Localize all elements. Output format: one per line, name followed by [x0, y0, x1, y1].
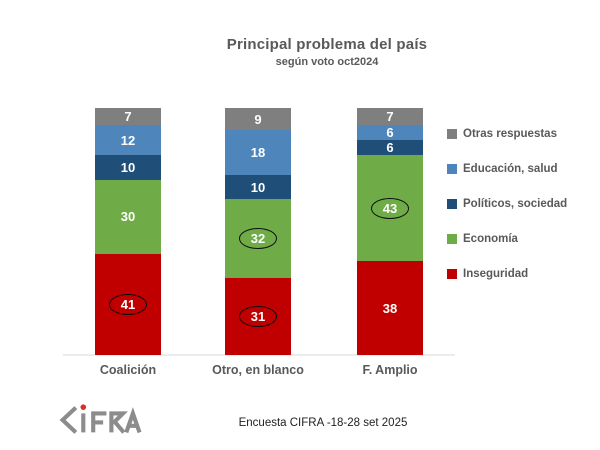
segment-otras-respuestas: 7: [357, 108, 423, 126]
legend-label: Economía: [463, 233, 518, 245]
category-label-otro-en-blanco: Otro, en blanco: [212, 363, 304, 377]
legend: Otras respuestas Educación, salud Político…: [447, 128, 567, 303]
value-label-circled: 31: [238, 306, 278, 328]
category-label-coalicion: Coalición: [99, 363, 157, 377]
value-label: 6: [386, 125, 394, 141]
legend-label: Otras respuestas: [463, 128, 557, 140]
legend-item-otras-respuestas: Otras respuestas: [447, 128, 567, 140]
segment-educacion-salud: 6: [357, 125, 423, 141]
value-label: 10: [250, 179, 266, 195]
cifra-logo: [56, 401, 142, 439]
value-label: 30: [120, 209, 136, 225]
legend-swatch: [447, 129, 457, 139]
logo-letter-a: [124, 407, 142, 434]
segment-otras-respuestas: 9: [225, 108, 291, 131]
stacked-bar-f-amplio: 7 6 6 43 38: [357, 108, 423, 355]
chart-title: Principal problema del país: [226, 36, 428, 53]
legend-item-inseguridad: Inseguridad: [447, 268, 567, 280]
value-label: 38: [382, 300, 398, 316]
value-label: 7: [124, 109, 132, 125]
legend-label: Inseguridad: [463, 268, 529, 280]
cifra-logo-graphic: [59, 404, 142, 434]
segment-economia: 43: [357, 154, 423, 262]
chart-header: Principal problema del país según voto o…: [54, 36, 600, 68]
legend-item-politicos-sociedad: Políticos, sociedad: [447, 198, 567, 210]
legend-label: Educación, salud: [463, 163, 558, 175]
legend-swatch: [447, 269, 457, 279]
segment-otras-respuestas: 7: [95, 108, 161, 126]
segment-educacion-salud: 12: [95, 125, 161, 155]
legend-item-educacion-salud: Educación, salud: [447, 163, 567, 175]
legend-swatch: [447, 199, 457, 209]
segment-politicos-sociedad: 10: [225, 174, 291, 200]
value-label: 12: [120, 132, 136, 148]
value-label: 18: [250, 144, 266, 160]
segment-inseguridad: 41: [95, 253, 161, 355]
value-label-circled: 43: [370, 197, 410, 219]
logo-letter-r: [109, 411, 128, 434]
segment-educacion-salud: 18: [225, 130, 291, 175]
source-caption: Encuesta CIFRA -18-28 set 2025: [238, 417, 408, 429]
segment-politicos-sociedad: 10: [95, 154, 161, 180]
x-axis-line: [63, 354, 455, 356]
segment-inseguridad: 38: [357, 261, 423, 355]
category-label-f-amplio: F. Amplio: [362, 363, 418, 377]
legend-swatch: [447, 234, 457, 244]
chart-subtitle: según voto oct2024: [275, 56, 379, 68]
legend-swatch: [447, 164, 457, 174]
logo-letter-f: [91, 411, 107, 433]
segment-politicos-sociedad: 6: [357, 140, 423, 155]
stacked-bar-coalicion: 7 12 10 30 41: [95, 108, 161, 355]
segment-inseguridad: 31: [225, 278, 291, 355]
value-label: 10: [120, 159, 136, 175]
legend-item-economia: Economía: [447, 233, 567, 245]
legend-label: Políticos, sociedad: [463, 198, 568, 210]
logo-letter-c: [59, 406, 78, 434]
segment-economia: 32: [225, 199, 291, 279]
logo-red-dot: [80, 404, 87, 410]
value-label: 9: [254, 111, 262, 127]
value-label-circled: 41: [108, 293, 148, 315]
stacked-bar-otro-en-blanco: 9 18 10 32 31: [225, 108, 291, 355]
value-label: 6: [386, 140, 394, 155]
segment-economia: 30: [95, 179, 161, 254]
value-label: 7: [386, 109, 394, 125]
value-label-circled: 32: [238, 228, 278, 250]
